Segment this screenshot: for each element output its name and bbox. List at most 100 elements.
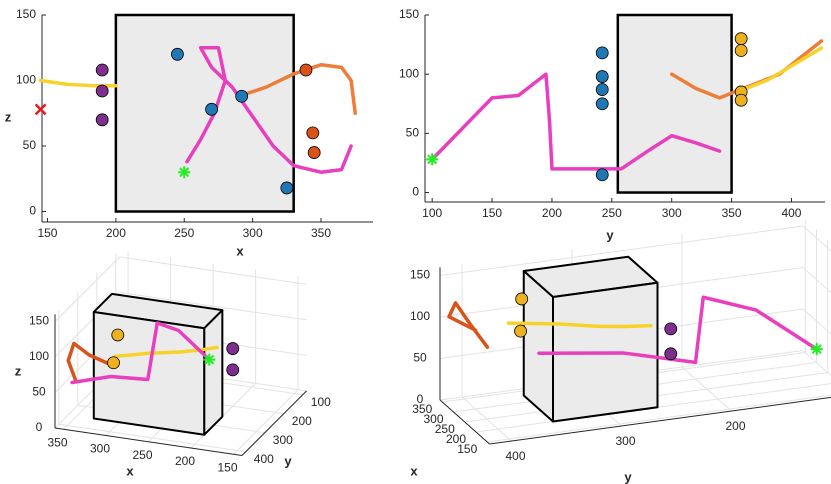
x-tick-label: 300 <box>662 206 682 220</box>
x-tick-label: 300 <box>423 412 443 426</box>
z-tick-label: 0 <box>36 420 43 434</box>
y-tick-label: 400 <box>505 449 525 463</box>
scatter-point <box>205 102 219 116</box>
y-tick-label: 300 <box>615 434 635 448</box>
scatter-point <box>306 126 320 140</box>
obstacle-face <box>522 270 554 423</box>
grid-line <box>119 291 307 321</box>
y-axis-label: y <box>284 453 292 468</box>
scatter-point <box>95 113 109 127</box>
z-tick-label: 50 <box>413 351 427 365</box>
x-tick-label: 350 <box>47 435 67 449</box>
y-tick-label: 0 <box>29 204 36 218</box>
y-tick-label: 50 <box>23 138 37 152</box>
x-tick-label: 250 <box>174 226 194 240</box>
y-tick-label: 100 <box>16 73 36 87</box>
z-axis-label: z <box>15 363 22 378</box>
y-tick-label: 150 <box>399 7 419 21</box>
scatter-point <box>664 322 678 336</box>
trajectory <box>38 78 118 88</box>
z-tick-label: 50 <box>32 385 46 399</box>
x-tick-label: 350 <box>722 206 742 220</box>
y-tick-label: 300 <box>273 433 293 447</box>
grid-line <box>487 394 831 443</box>
x-tick-label: 150 <box>457 442 477 456</box>
x-tick-label: 150 <box>217 460 237 474</box>
x-tick-label: 200 <box>175 454 195 468</box>
z-tick-label: 0 <box>417 392 424 406</box>
scatter-point <box>95 63 109 77</box>
x-tick-label: 300 <box>243 226 263 240</box>
y-tick-label: 150 <box>16 7 36 21</box>
scatter-point <box>171 47 184 61</box>
scatter-point <box>595 70 609 83</box>
trajectory <box>735 46 824 94</box>
x-tick-label: 300 <box>90 442 110 456</box>
x-tick-label: 250 <box>602 206 622 220</box>
z-tick-label: 150 <box>410 268 430 282</box>
scatter-point <box>226 342 240 355</box>
scatter-point <box>280 181 294 195</box>
x-axis <box>439 399 490 445</box>
scatter-point <box>595 46 609 60</box>
grid-line <box>461 396 512 442</box>
trajectory <box>447 301 490 349</box>
star-marker <box>810 343 823 356</box>
grid-line <box>54 256 120 322</box>
x-tick-label: 150 <box>482 206 502 220</box>
x-axis <box>54 427 243 456</box>
z-tick-label: 100 <box>29 349 49 363</box>
scatter-point <box>734 44 748 57</box>
y-axis-label: z <box>5 109 12 124</box>
obstacle-face <box>203 309 224 436</box>
x-tick-label: 350 <box>311 226 331 240</box>
scatter-point <box>515 292 529 306</box>
y-axis <box>241 390 307 456</box>
trajectory <box>430 72 722 171</box>
trajectory <box>70 321 212 385</box>
scatter-point <box>514 324 527 338</box>
x-tick-label: 100 <box>422 206 442 220</box>
x-axis-label: x <box>236 243 244 258</box>
x-tick-label: 250 <box>435 422 455 436</box>
x-tick-label: 200 <box>106 226 126 240</box>
obstacle-box <box>616 13 733 194</box>
y-axis-label: y <box>624 469 632 484</box>
z-tick-label: 150 <box>29 314 49 328</box>
grid-line <box>802 308 831 335</box>
grid-line <box>802 350 831 377</box>
grid-line <box>439 225 804 276</box>
scatter-point <box>111 328 125 342</box>
obstacle-box <box>114 13 295 213</box>
trajectory <box>237 63 357 116</box>
x-axis-label: x <box>126 463 134 478</box>
trajectory <box>537 295 819 365</box>
y-tick-label: 200 <box>725 419 745 433</box>
trajectory <box>506 321 653 329</box>
x-axis-label: y <box>606 227 614 242</box>
scatter-point <box>226 363 240 377</box>
grid-line <box>58 423 246 453</box>
grid-line <box>802 225 831 252</box>
y-tick-label: 100 <box>399 66 419 80</box>
grid-line <box>119 256 307 285</box>
scatter-point <box>95 84 109 98</box>
trajectory <box>185 46 353 174</box>
scatter-point <box>107 356 120 370</box>
x-tick-label: 350 <box>412 402 432 416</box>
x-tick-label: 200 <box>542 206 562 220</box>
scatter-point <box>664 347 678 361</box>
star-marker <box>426 153 439 166</box>
x-tick-label: 200 <box>446 432 466 446</box>
z-tick-label: 100 <box>410 309 430 323</box>
star-marker <box>178 166 191 179</box>
scatter-point <box>595 83 609 96</box>
scatter-point <box>307 146 321 159</box>
y-tick-label: 200 <box>292 414 312 428</box>
scatter-point <box>595 97 609 111</box>
scatter-point <box>299 63 313 77</box>
scatter-point <box>734 93 748 107</box>
y-tick-label: 0 <box>412 185 419 199</box>
x-tick-label: 400 <box>781 206 801 220</box>
